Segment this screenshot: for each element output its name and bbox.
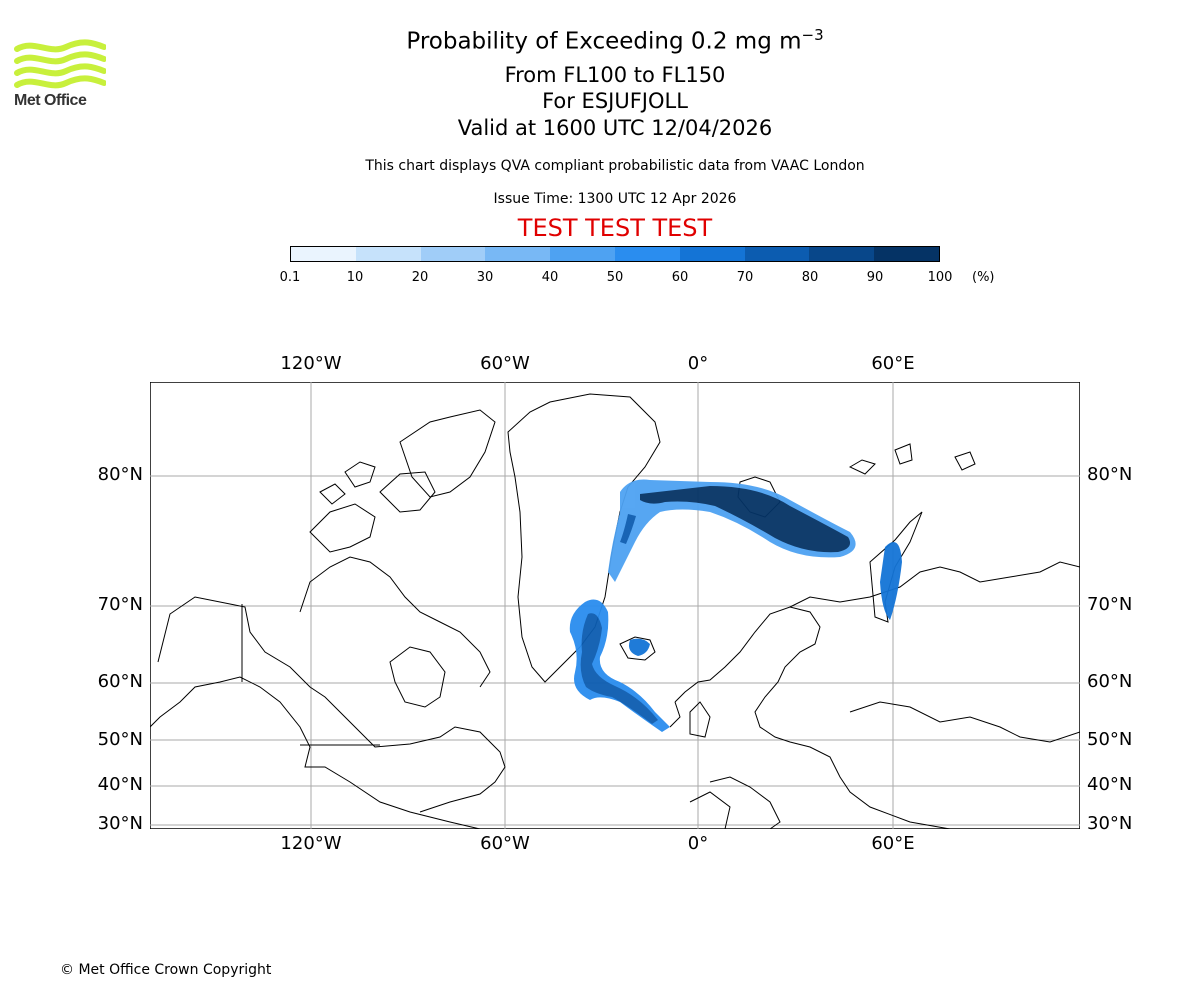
longitude-label-top: 0° xyxy=(687,353,709,374)
chart-subtitle: This chart displays QVA compliant probab… xyxy=(365,158,865,174)
volcano-name: For ESJUFJOLL xyxy=(542,89,688,113)
colorbar-tick-label: 80 xyxy=(801,270,819,285)
latitude-label-left: 40°N xyxy=(97,774,143,795)
issue-time: Issue Time: 1300 UTC 12 Apr 2026 xyxy=(493,191,737,207)
longitude-label-bottom: 0° xyxy=(687,833,709,854)
colorbar-tick-label: 30 xyxy=(476,270,494,285)
colorbar-tick-label: 20 xyxy=(411,270,429,285)
colorbar-unit: (%) xyxy=(972,270,995,285)
chart-title: Probability of Exceeding 0.2 mg m−3 xyxy=(406,26,824,55)
colorbar-segment xyxy=(679,247,745,261)
latitude-label-left: 70°N xyxy=(97,594,143,615)
colorbar-segment xyxy=(355,247,421,261)
coastlines xyxy=(150,393,1080,829)
colorbar-tick-label: 10 xyxy=(346,270,364,285)
latitude-label-left: 30°N xyxy=(97,813,143,834)
flight-levels: From FL100 to FL150 xyxy=(504,63,726,87)
colorbar-segment xyxy=(614,247,680,261)
latitude-label-left: 80°N xyxy=(97,464,143,485)
latitude-label-left: 50°N xyxy=(97,729,143,750)
copyright-notice: © Met Office Crown Copyright xyxy=(60,962,272,978)
latitude-label-right: 40°N xyxy=(1087,774,1133,795)
colorbar-tick-label: 60 xyxy=(671,270,689,285)
ash-probability-map xyxy=(150,382,1080,829)
colorbar-segment xyxy=(744,247,810,261)
colorbar-tick-label: 100 xyxy=(927,270,953,285)
colorbar-tick-label: 0.1 xyxy=(279,270,301,285)
met-office-logo xyxy=(14,39,106,89)
longitude-label-bottom: 60°W xyxy=(480,833,530,854)
colorbar-tick-label: 50 xyxy=(606,270,624,285)
colorbar-tick-label: 70 xyxy=(736,270,754,285)
latitude-label-right: 50°N xyxy=(1087,729,1133,750)
longitude-label-top: 60°E xyxy=(871,353,915,374)
latitude-label-left: 60°N xyxy=(97,671,143,692)
logo-text: Met Office xyxy=(14,92,87,109)
colorbar-segment xyxy=(485,247,551,261)
colorbar-tick-label: 90 xyxy=(866,270,884,285)
colorbar-segment xyxy=(420,247,486,261)
longitude-label-top: 120°W xyxy=(280,353,342,374)
longitude-label-top: 60°W xyxy=(480,353,530,374)
test-banner: TEST TEST TEST xyxy=(517,214,713,242)
valid-time: Valid at 1600 UTC 12/04/2026 xyxy=(457,116,773,140)
longitude-label-bottom: 120°W xyxy=(280,833,342,854)
longitude-label-bottom: 60°E xyxy=(871,833,915,854)
colorbar-segment xyxy=(809,247,875,261)
probability-colorbar xyxy=(290,246,940,262)
latitude-label-right: 60°N xyxy=(1087,671,1133,692)
latitude-label-right: 70°N xyxy=(1087,594,1133,615)
ash-plume xyxy=(569,479,902,732)
colorbar-segment xyxy=(550,247,615,261)
latitude-label-right: 30°N xyxy=(1087,813,1133,834)
latitude-label-right: 80°N xyxy=(1087,464,1133,485)
colorbar-segment xyxy=(874,247,939,261)
colorbar-segment xyxy=(291,247,356,261)
colorbar-tick-label: 40 xyxy=(541,270,559,285)
